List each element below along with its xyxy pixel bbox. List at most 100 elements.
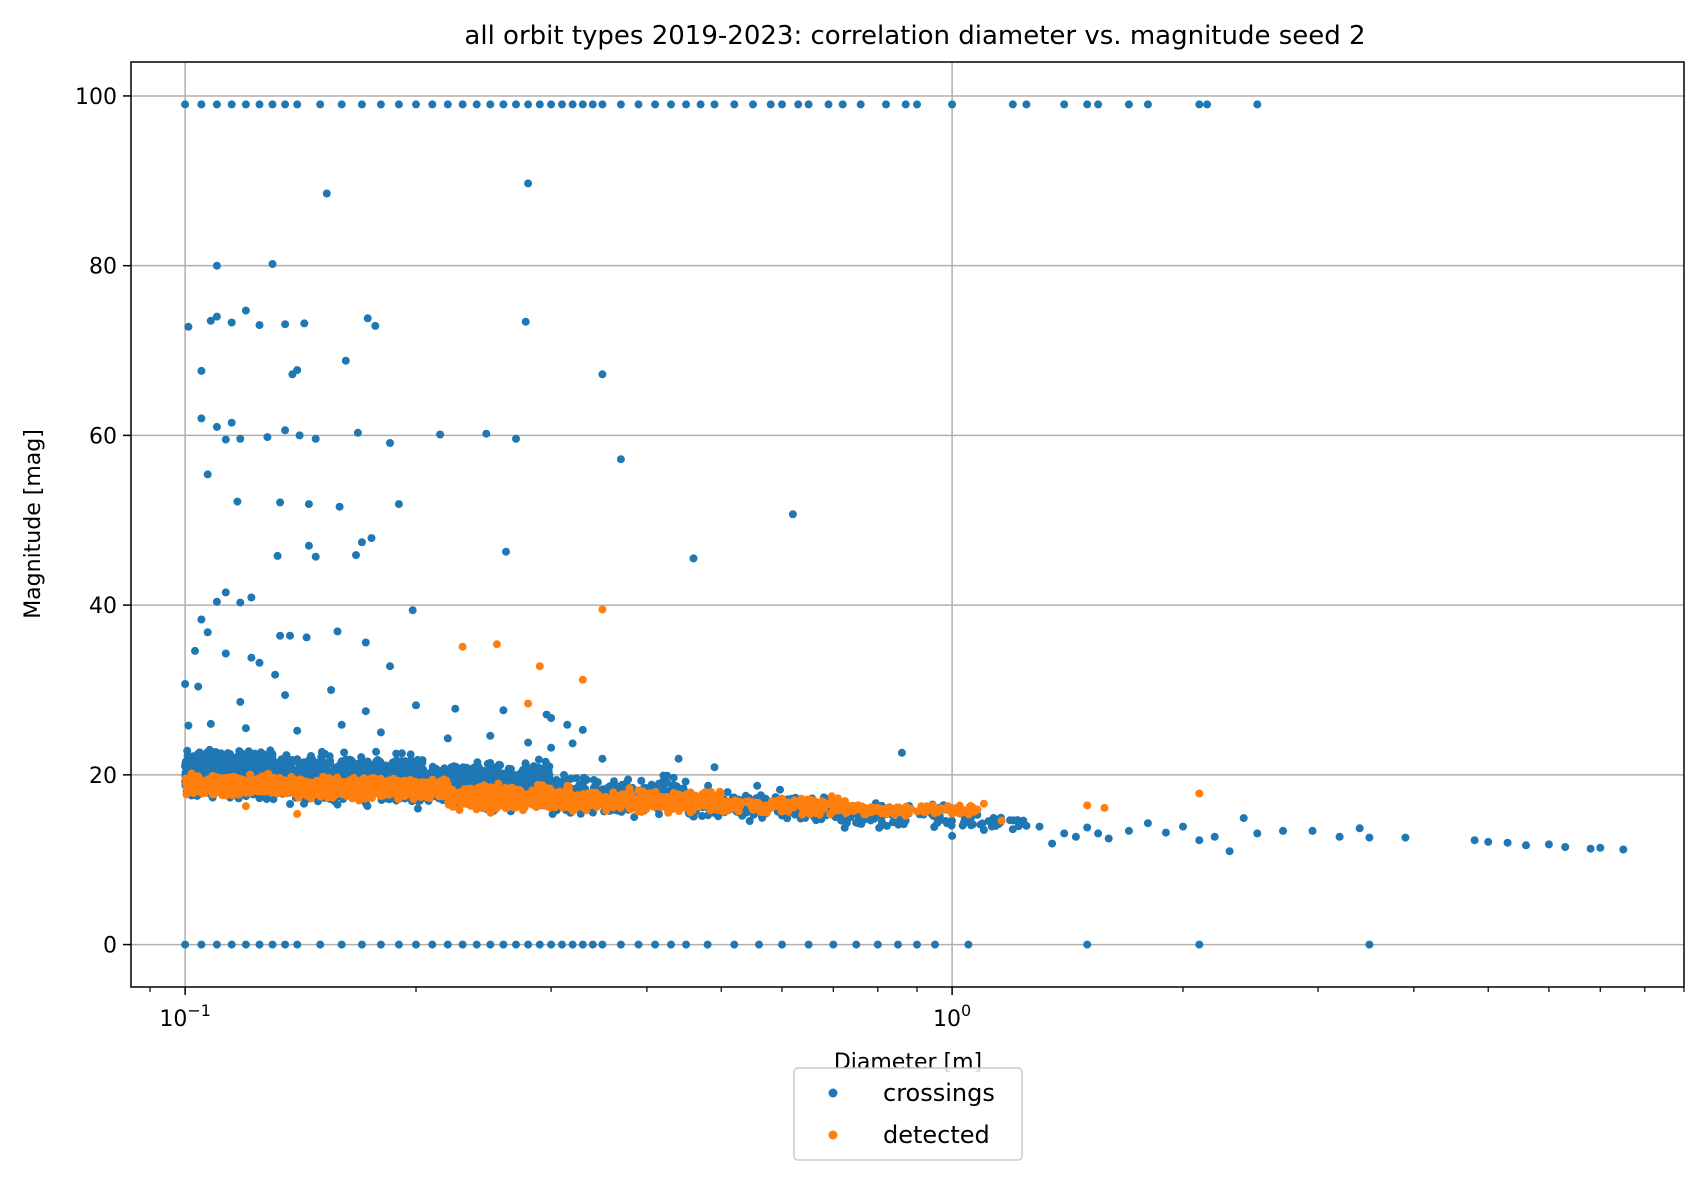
crossings-point — [948, 831, 957, 840]
crossings-point — [667, 940, 675, 949]
crossings-point — [227, 318, 236, 327]
crossings-point — [311, 434, 320, 443]
crossings-point — [681, 777, 690, 786]
crossings-point — [255, 940, 264, 949]
detected-point — [636, 786, 645, 795]
crossings-point — [682, 940, 691, 949]
crossings-point — [882, 100, 890, 109]
crossings-point — [804, 100, 813, 109]
crossings-point — [486, 940, 495, 949]
crossings-point — [663, 778, 672, 787]
crossings-point — [281, 320, 290, 329]
crossings-point — [191, 646, 199, 655]
crossings-point — [197, 100, 206, 109]
crossings-point — [1060, 829, 1069, 838]
crossings-point — [522, 782, 531, 791]
crossings-point — [753, 781, 762, 790]
crossings-point — [578, 725, 587, 734]
crossings-point — [778, 100, 786, 109]
crossings-point — [472, 100, 481, 109]
crossings-point — [634, 100, 643, 109]
crossings-point — [897, 748, 906, 757]
detected-point — [553, 791, 562, 800]
detected-point — [486, 783, 495, 792]
crossings-point — [212, 597, 221, 606]
crossings-point — [1195, 940, 1204, 949]
crossings-point — [1048, 839, 1057, 848]
crossings-point — [198, 752, 207, 761]
crossings-point — [547, 743, 556, 752]
crossings-point — [852, 940, 861, 949]
crossings-point — [637, 776, 646, 785]
crossings-point — [389, 767, 398, 776]
crossings-point — [804, 940, 813, 949]
crossings-point — [535, 940, 544, 949]
crossings-point — [197, 414, 206, 423]
detected-point — [417, 793, 426, 801]
crossings-point — [217, 758, 226, 767]
crossings-point — [655, 810, 663, 819]
crossings-point — [322, 189, 331, 198]
crossings-point — [1060, 100, 1069, 109]
crossings-point — [558, 100, 566, 109]
crossings-point — [634, 940, 643, 949]
crossings-point — [824, 100, 833, 109]
crossings-point — [241, 306, 250, 315]
crossings-point — [778, 940, 786, 949]
crossings-point — [842, 819, 851, 828]
detected-point — [403, 789, 412, 798]
crossings-point — [682, 100, 691, 109]
crossings-point — [1071, 832, 1080, 841]
crossings-point — [877, 817, 886, 826]
crossings-point — [401, 768, 410, 776]
crossings-point — [247, 593, 256, 602]
crossings-point — [212, 422, 221, 431]
crossings-point — [616, 100, 625, 109]
crossings-point — [755, 940, 763, 949]
crossings-point — [458, 940, 467, 949]
detected-point — [366, 777, 375, 786]
crossings-point — [417, 761, 426, 770]
detected-point — [477, 783, 486, 792]
crossings-point — [255, 100, 264, 109]
crossings-point — [838, 100, 847, 109]
crossings-point — [598, 940, 607, 949]
crossings-point — [524, 100, 533, 109]
detected-point — [279, 786, 288, 795]
crossings-point — [281, 691, 290, 700]
crossings-point — [221, 649, 230, 658]
crossings-point — [1083, 100, 1092, 109]
crossings-point — [281, 100, 290, 109]
crossings-point — [1619, 845, 1628, 854]
crossings-point — [397, 749, 406, 758]
crossings-point — [588, 100, 597, 109]
detected-point — [306, 785, 315, 794]
crossings-point — [443, 940, 452, 949]
detected-point — [269, 775, 278, 784]
crossings-point — [227, 100, 236, 109]
crossings-point — [443, 734, 452, 743]
crossings-point — [1522, 841, 1530, 850]
crossings-point — [203, 628, 212, 637]
crossings-point — [320, 749, 329, 758]
crossings-point — [578, 940, 587, 949]
crossings-point — [197, 940, 206, 949]
crossings-point — [412, 100, 420, 109]
crossings-point — [335, 502, 344, 511]
crossings-point — [227, 418, 236, 427]
detected-point — [435, 779, 444, 788]
crossings-point — [392, 749, 401, 758]
detected-point — [245, 782, 254, 791]
detected-point — [317, 786, 326, 795]
crossings-point — [428, 100, 437, 109]
crossings-point — [327, 686, 336, 694]
crossings-point — [1008, 825, 1017, 834]
crossings-point — [428, 762, 437, 771]
detected-point — [432, 786, 441, 795]
crossings-point — [408, 606, 417, 615]
crossings-point — [357, 538, 366, 547]
crossings-point — [598, 100, 607, 109]
crossings-point — [276, 498, 285, 507]
crossings-point — [931, 940, 939, 949]
